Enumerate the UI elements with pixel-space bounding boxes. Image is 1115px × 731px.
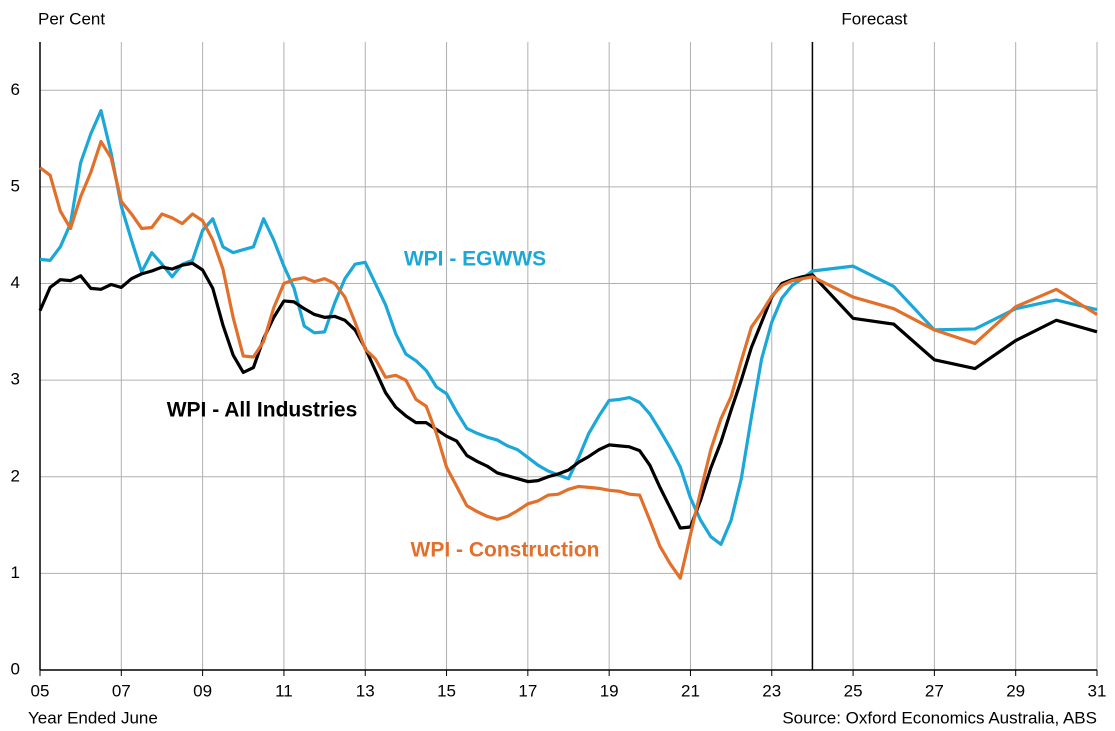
series-label: WPI - EGWWS	[404, 248, 546, 271]
y-axis-label: Per Cent	[38, 9, 105, 28]
series-label: WPI - All Industries	[167, 399, 358, 422]
x-tick-label: 07	[112, 681, 131, 700]
x-tick-label: 29	[1006, 681, 1025, 700]
series-label: WPI - Construction	[411, 539, 600, 562]
x-tick-label: 13	[356, 681, 375, 700]
x-tick-label: 27	[925, 681, 944, 700]
y-tick-label: 3	[11, 370, 20, 389]
y-tick-label: 2	[11, 466, 20, 485]
x-tick-label: 19	[600, 681, 619, 700]
series-line	[38, 261, 1098, 530]
x-tick-label: 05	[31, 681, 50, 700]
x-tick-label: 11	[275, 681, 293, 700]
x-tick-label: 31	[1088, 681, 1107, 700]
x-tick-label: 15	[437, 681, 456, 700]
forecast-label: Forecast	[841, 9, 907, 28]
x-axis-label: Year Ended June	[28, 708, 158, 727]
y-tick-label: 1	[11, 563, 20, 582]
x-tick-label: 25	[844, 681, 863, 700]
x-tick-label: 23	[762, 681, 781, 700]
x-tick-label: 09	[193, 681, 212, 700]
y-tick-label: 4	[11, 273, 20, 292]
y-tick-label: 0	[11, 659, 20, 678]
series-line	[39, 139, 1098, 580]
x-tick-label: 21	[681, 681, 700, 700]
x-tick-label: 17	[518, 681, 537, 700]
y-tick-label: 6	[11, 80, 20, 99]
series-line	[39, 109, 1098, 546]
source: Source: Oxford Economics Australia, ABS	[782, 708, 1097, 727]
y-tick-label: 5	[11, 176, 20, 195]
